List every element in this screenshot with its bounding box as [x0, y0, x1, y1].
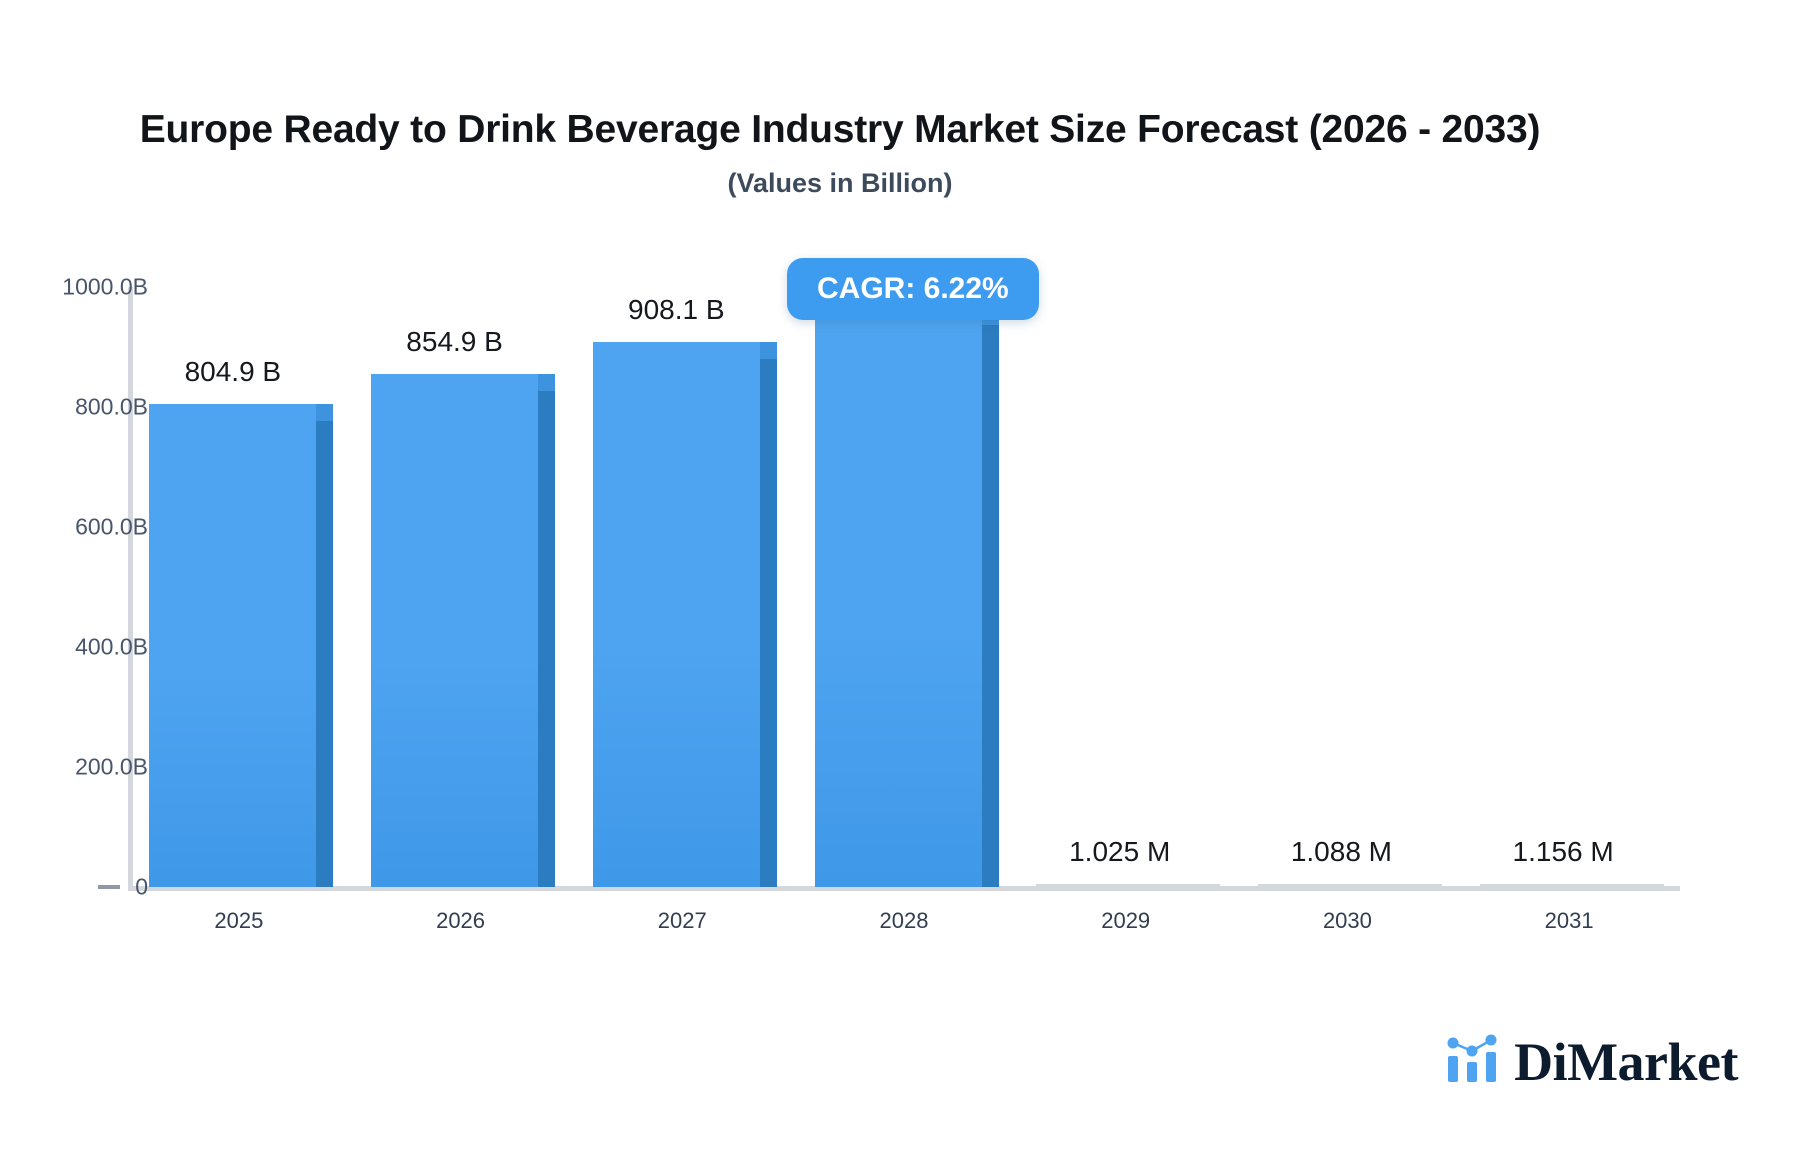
bar-value-label: 804.9 B — [184, 356, 282, 388]
bar-2028[interactable] — [814, 308, 999, 887]
bar-face — [1479, 884, 1647, 887]
bar-2025[interactable] — [149, 404, 334, 887]
bar-2030[interactable] — [1257, 884, 1442, 887]
bar-value-label: 854.9 B — [406, 326, 503, 358]
bar-top-face — [538, 374, 556, 392]
y-tick-label: 1000.0B — [62, 273, 148, 300]
x-tick-label-2029: 2029 — [1101, 908, 1151, 933]
x-axis-line — [128, 886, 1680, 891]
bar-face — [1257, 884, 1425, 887]
y-tick-label: 200.0B — [75, 753, 148, 780]
cagr-badge[interactable]: CAGR: 6.22% — [787, 258, 1039, 320]
y-tick-label: 800.0B — [75, 393, 148, 420]
bar-side-face — [1203, 884, 1221, 887]
bar-chart-icon — [1446, 1034, 1500, 1089]
x-tick-label-2025: 2025 — [214, 908, 264, 933]
x-tick-label-2027: 2027 — [657, 908, 707, 933]
bar-side-face — [316, 421, 334, 887]
chart-title: Europe Ready to Drink Beverage Industry … — [139, 108, 1541, 151]
bar-2026[interactable] — [371, 374, 556, 887]
bar-value-label: 908.1 B — [628, 294, 725, 326]
y-tick-label: 400.0B — [75, 633, 148, 660]
bar-side-face — [1646, 884, 1664, 887]
x-tick-label-2030: 2030 — [1322, 908, 1372, 933]
bar-side-face — [981, 325, 999, 887]
bar-value-label: 1.025 M — [1069, 836, 1171, 867]
y-tick-dash — [98, 885, 120, 889]
y-axis-line — [128, 287, 133, 887]
bar-face — [149, 404, 317, 887]
bar-side-face — [759, 359, 777, 887]
chart-subtitle: (Values in Billion) — [727, 168, 953, 198]
x-tick-label-2031: 2031 — [1544, 908, 1594, 933]
bar-face — [371, 374, 539, 887]
bar-2031[interactable] — [1479, 884, 1664, 887]
bar-value-label: 1.088 M — [1290, 836, 1392, 867]
x-tick-label-2028: 2028 — [879, 908, 929, 933]
bar-face — [814, 308, 982, 887]
bar-top-face — [316, 404, 334, 422]
logo-text: DiMarket — [1514, 1031, 1738, 1092]
x-tick-label-2026: 2026 — [436, 908, 486, 933]
y-tick-label: 600.0B — [75, 513, 148, 540]
bar-face — [592, 342, 760, 887]
bar-2027[interactable] — [592, 342, 777, 887]
bar-face — [1036, 884, 1204, 887]
y-tick-label: 0 — [135, 873, 148, 900]
logo: DiMarket — [1446, 1034, 1738, 1089]
bar-side-face — [1424, 884, 1442, 887]
bar-side-face — [538, 391, 556, 887]
bar-value-label: 1.156 M — [1512, 836, 1614, 867]
bar-2029[interactable] — [1036, 884, 1221, 887]
bar-top-face — [759, 342, 777, 360]
